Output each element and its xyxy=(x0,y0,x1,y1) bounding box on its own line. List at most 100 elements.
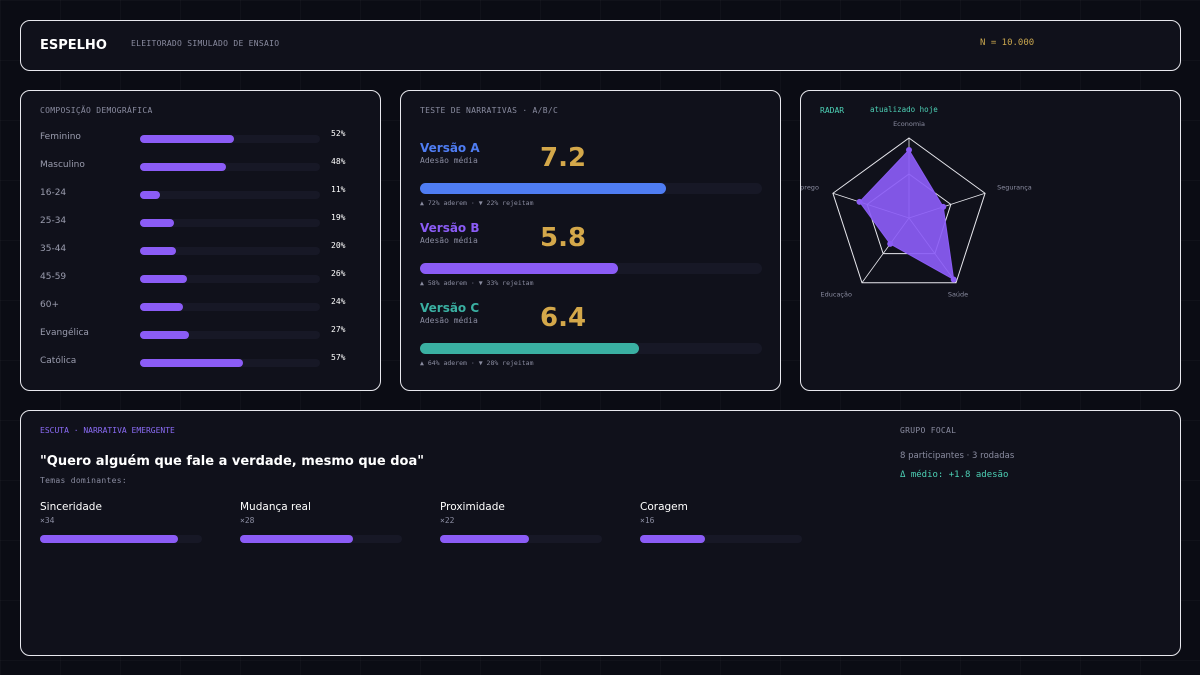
demographic-bar-fill xyxy=(140,163,227,171)
demographic-bar-track xyxy=(140,359,320,367)
demographic-bar-fill xyxy=(140,359,243,367)
theme-bar-track xyxy=(440,535,602,543)
radar-outer-ring xyxy=(832,137,986,284)
narrative-version-name: Versão A xyxy=(420,141,480,155)
demographic-label: Católica xyxy=(40,356,77,366)
radar-axis-label: Economia xyxy=(893,120,925,128)
theme-bar-fill xyxy=(640,535,705,543)
demographic-row: 25-34 19% xyxy=(40,213,360,231)
radar-axis-label: Segurança xyxy=(997,183,1032,191)
app-subtitle: ELEITORADO SIMULADO DE ENSAIO xyxy=(131,39,280,48)
theme-count: ×16 xyxy=(640,516,655,525)
narrative-version-stats: ▲ 72% aderem · ▼ 22% rejeitam xyxy=(420,199,534,207)
theme-bar-fill xyxy=(40,535,178,543)
demographic-value: 24% xyxy=(331,297,346,306)
narrative-version-score: 7.2 xyxy=(540,143,587,173)
radar-data-area xyxy=(858,149,955,281)
narrative-version-sublabel: Adesão média xyxy=(420,316,478,325)
radar-axis-label: Educação xyxy=(821,291,852,299)
narrative-version-card: Versão B Adesão média 5.8 ▲ 58% aderem · ▼ … xyxy=(420,221,762,291)
demographic-bar-fill xyxy=(140,303,184,311)
demographic-label: 16-24 xyxy=(40,188,67,198)
demographic-bar-fill xyxy=(140,219,175,227)
demographic-bar-track xyxy=(140,331,320,339)
demographic-row: Evangélica 27% xyxy=(40,325,360,343)
narrative-adhesion-fill xyxy=(420,343,639,354)
theme-bar-fill xyxy=(440,535,530,543)
narrative-adhesion-track xyxy=(420,183,762,194)
demographic-bar-track xyxy=(140,191,320,199)
theme-item: Proximidade ×22 xyxy=(440,501,602,547)
demographic-row: 45-59 26% xyxy=(40,269,360,287)
radar-data-point xyxy=(887,240,894,247)
demographic-row: 60+ 24% xyxy=(40,297,360,315)
demographic-label: Masculino xyxy=(40,160,85,170)
narrative-version-stats: ▲ 64% aderem · ▼ 28% rejeitam xyxy=(420,359,534,367)
app-brand: ESPELHO xyxy=(40,38,107,53)
demographic-value: 52% xyxy=(331,129,346,138)
theme-name: Proximidade xyxy=(440,501,505,513)
radar-data-point xyxy=(940,203,947,210)
theme-bar-fill xyxy=(240,535,354,543)
narrative-adhesion-fill xyxy=(420,183,667,194)
demographic-label: Feminino xyxy=(40,132,81,142)
demographic-label: 60+ xyxy=(40,300,59,310)
listening-panel: ESCUTA · NARRATIVA EMERGENTE "Quero algu… xyxy=(20,410,1181,656)
demographic-label: 45-59 xyxy=(40,272,67,282)
theme-bar-track xyxy=(240,535,402,543)
narrative-adhesion-fill xyxy=(420,263,619,274)
demographic-label: 25-34 xyxy=(40,216,67,226)
focal-group-info: 8 participantes · 3 rodadas xyxy=(900,451,1015,461)
focal-group-delta: Δ médio: +1.8 adesão xyxy=(900,470,1009,480)
radar-data-point xyxy=(856,198,863,205)
demographic-bar-fill xyxy=(140,275,187,283)
narratives-panel: TESTE DE NARRATIVAS · A/B/C Versão A Ades… xyxy=(400,90,781,391)
narrative-version-stats: ▲ 58% aderem · ▼ 33% rejeitam xyxy=(420,279,534,287)
theme-item: Mudança real ×28 xyxy=(240,501,402,547)
sample-size: N = 10.000 xyxy=(980,38,1035,48)
narrative-version-card: Versão C Adesão média 6.4 ▲ 64% aderem · ▼ … xyxy=(420,301,762,371)
radar-data-point xyxy=(906,147,912,153)
narrative-version-score: 5.8 xyxy=(540,223,587,253)
demographic-value: 48% xyxy=(331,157,346,166)
theme-name: Sinceridade xyxy=(40,501,102,513)
demographic-bar-fill xyxy=(140,247,176,255)
demographic-label: Evangélica xyxy=(40,328,89,338)
theme-bar-track xyxy=(40,535,202,543)
theme-item: Sinceridade ×34 xyxy=(40,501,202,547)
demographic-bar-fill xyxy=(140,191,160,199)
radar-axis-label: Emprego xyxy=(801,183,819,191)
theme-name: Mudança real xyxy=(240,501,311,513)
narrative-adhesion-track xyxy=(420,263,762,274)
demographic-bar-track xyxy=(140,163,320,171)
demographic-row: Masculino 48% xyxy=(40,157,360,175)
theme-count: ×22 xyxy=(440,516,455,525)
header-bar: ESPELHO ELEITORADO SIMULADO DE ENSAIO N … xyxy=(20,20,1181,71)
radar-panel: RADAR atualizado hoje Economia Segurança S… xyxy=(800,90,1181,391)
narrative-version-sublabel: Adesão média xyxy=(420,236,478,245)
radar-chart: Economia Segurança Saúde Educação Emprego xyxy=(801,120,1032,299)
theme-bar-track xyxy=(640,535,802,543)
narrative-version-sublabel: Adesão média xyxy=(420,156,478,165)
demographic-bar-fill xyxy=(140,331,189,339)
demographic-row: 16-24 11% xyxy=(40,185,360,203)
demographic-value: 20% xyxy=(331,241,346,250)
theme-count: ×28 xyxy=(240,516,255,525)
demographic-bar-track xyxy=(140,275,320,283)
demographic-value: 27% xyxy=(331,325,346,334)
demographic-row: Feminino 52% xyxy=(40,129,360,147)
demographics-title: COMPOSIÇÃO DEMOGRÁFICA xyxy=(40,106,153,115)
radar-title: RADAR xyxy=(820,106,845,115)
narrative-version-name: Versão B xyxy=(420,221,480,235)
narrative-version-card: Versão A Adesão média 7.2 ▲ 72% aderem · ▼ … xyxy=(420,141,762,211)
narrative-version-score: 6.4 xyxy=(540,303,587,333)
demographic-row: 35-44 20% xyxy=(40,241,360,259)
demographic-bar-track xyxy=(140,219,320,227)
demographic-row: Católica 57% xyxy=(40,353,360,371)
theme-count: ×34 xyxy=(40,516,55,525)
demographic-value: 26% xyxy=(331,269,346,278)
demographic-bar-fill xyxy=(140,135,234,143)
theme-name: Coragem xyxy=(640,501,688,513)
demographics-panel: COMPOSIÇÃO DEMOGRÁFICA Feminino 52% Mascul… xyxy=(20,90,381,391)
focal-group-title: GRUPO FOCAL xyxy=(900,426,957,435)
